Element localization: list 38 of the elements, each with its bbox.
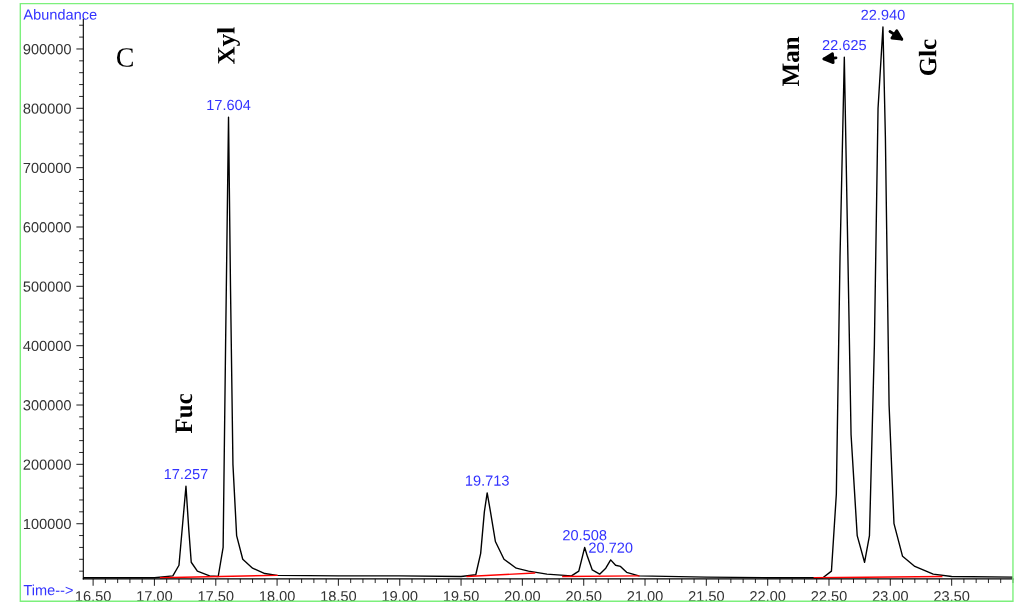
annotation: 17.604 [207,99,251,111]
annotation: 20.720 [589,542,633,553]
y-tick-label: 400000 [23,340,71,352]
x-tick-label: 19.00 [382,591,418,602]
x-tick-label: 17.00 [137,591,173,602]
annotation: Xyl [217,27,240,64]
y-tick-label: 500000 [23,281,71,292]
annotation: Man [782,36,800,87]
annotation: Glc [918,39,937,76]
y-tick-label: 600000 [23,222,71,233]
annotation: C [116,48,133,67]
x-tick-label: 22.00 [750,591,786,602]
y-tick-label: 300000 [23,400,71,411]
x-tick-label: 16.50 [75,591,111,602]
y-axis-title: Abundance [23,9,97,20]
x-tick-label: 21.50 [688,591,725,602]
x-tick-label: 17.50 [198,591,234,602]
annotation: 17.257 [164,468,208,480]
y-tick-label: 800000 [23,103,71,114]
x-tick-label: 23.00 [872,591,908,602]
x-tick-label: 23.50 [934,591,970,602]
annotation: 22.625 [822,39,867,51]
x-tick-label: 18.00 [259,591,295,602]
x-tick-label: 20.00 [504,591,541,602]
x-axis-title: Time--> [23,584,73,596]
x-tick-label: 21.00 [627,591,663,602]
x-tick-label: 18.50 [321,591,357,602]
annotation: 19.713 [465,475,509,486]
y-tick-label: 200000 [23,459,71,470]
y-tick-label: 700000 [23,162,71,174]
annotation: Fuc [175,393,193,434]
x-tick-label: 22.50 [811,591,847,602]
y-tick-label: 900000 [23,44,71,55]
x-tick-label: 20.50 [566,591,602,602]
y-tick-label: 100000 [23,518,71,530]
annotation: 20.508 [563,530,607,541]
x-tick-label: 19.50 [443,591,479,602]
annotation: 22.940 [861,9,905,20]
